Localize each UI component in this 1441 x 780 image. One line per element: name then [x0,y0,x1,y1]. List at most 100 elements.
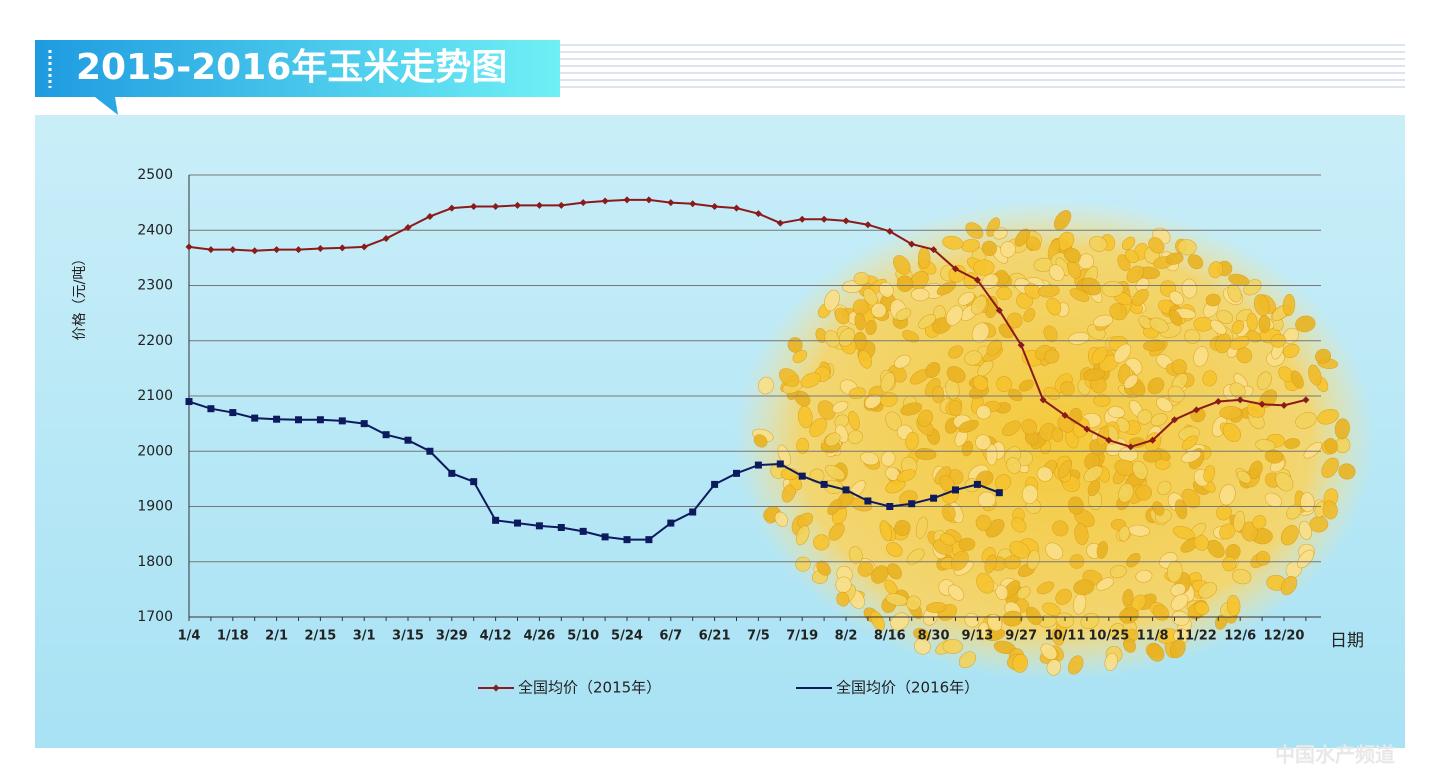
corn-kernel [1222,423,1242,442]
corn-kernel [939,533,956,546]
corn-kernel [1089,236,1108,252]
corn-kernel [1147,643,1165,662]
corn-kernel [917,409,934,427]
corn-kernel [1123,637,1136,653]
corn-kernel [1205,293,1221,307]
point-marker [273,246,281,254]
corn-kernel [976,572,995,594]
corn-kernel [854,312,866,331]
corn-kernel [879,520,893,542]
corn-kernel [848,410,860,431]
x-tick-label: 10/11 [1045,629,1086,644]
point-marker [557,523,565,531]
point-marker [470,478,478,486]
corn-kernel [1044,349,1060,364]
series-line [188,400,1000,541]
corn-kernel [1143,339,1166,352]
corn-kernel [942,235,964,250]
corn-kernel [792,349,808,363]
corn-kernel [900,402,923,416]
corn-kernel [1280,524,1299,546]
x-tick-label: 8/30 [918,629,950,644]
point-marker [645,536,653,544]
corn-kernel [1096,540,1108,559]
y-tick-label: 1800 [137,554,173,570]
point-marker [360,243,368,251]
corn-kernel [1229,335,1250,350]
point-marker [316,416,324,424]
point-marker [514,519,521,527]
corn-kernel [1222,556,1237,572]
x-tick-label: 5/24 [611,629,643,644]
corn-kernel [1208,261,1224,279]
corn-kernel [936,281,957,296]
corn-kernel [1021,419,1037,435]
point-marker [820,215,828,223]
corn-kernel [973,259,995,276]
corn-kernel [942,639,963,654]
corn-kernel [914,638,931,655]
point-marker [185,243,193,251]
corn-kernel [948,399,963,417]
point-marker [1149,436,1157,444]
x-tick-label: 9/27 [1005,629,1037,644]
corn-kernel [1055,588,1072,605]
point-marker [886,227,894,235]
corn-kernel [1126,552,1141,568]
corn-kernel [947,584,965,601]
corn-kernel [1074,523,1089,546]
corn-kernel [870,610,885,631]
corn-kernel [932,385,945,404]
corn-kernel [1321,457,1339,478]
corn-kernel [1124,249,1139,263]
corn-kernel [828,522,845,541]
corn-kernel [832,400,849,414]
corn-kernel [1087,479,1101,497]
corn-kernel [1280,576,1298,596]
corn-kernel [971,295,987,315]
corn-kernel [945,305,963,326]
point-marker [601,197,609,205]
corn-kernel [1203,465,1216,483]
corn-kernel [865,320,877,336]
corn-kernel [996,376,1012,393]
corn-kernel [984,554,997,574]
x-axis-label: 日期 [1330,631,1364,651]
point-marker [711,480,719,488]
corn-kernel [774,511,789,527]
point-marker [973,480,981,488]
corn-kernel [1181,435,1198,450]
corn-kernel [1093,394,1111,407]
corn-kernel [860,451,879,466]
point-marker [382,431,390,439]
corn-kernel [1025,606,1042,626]
corn-kernel [1016,586,1031,600]
corn-kernel [816,561,831,576]
corn-kernel [1300,492,1315,513]
x-tick-label: 7/19 [786,629,818,644]
point-marker [1302,396,1310,404]
point-marker [623,196,631,204]
corn-kernel [1324,438,1338,454]
corn-kernel [827,499,842,515]
x-tick-label: 4/12 [480,629,512,644]
corn-kernel [1219,406,1242,420]
series-line [188,198,1307,448]
point-marker [295,246,302,254]
corn-kernel [1053,210,1072,231]
corn-kernel [958,537,976,552]
corn-kernel [1118,483,1134,503]
corn-kernel [906,548,925,565]
point-marker [645,196,653,204]
point-marker [251,414,259,422]
corn-kernel [757,376,774,395]
corn-kernel [1171,610,1190,626]
corn-kernel [1297,549,1315,569]
point-marker [1017,341,1025,349]
y-tick-label: 1900 [137,499,173,515]
corn-kernel [852,299,869,316]
corn-kernel [847,430,863,444]
corn-kernel [1014,228,1030,247]
corn-kernel [1258,315,1271,333]
corn-kernel [1149,317,1169,333]
